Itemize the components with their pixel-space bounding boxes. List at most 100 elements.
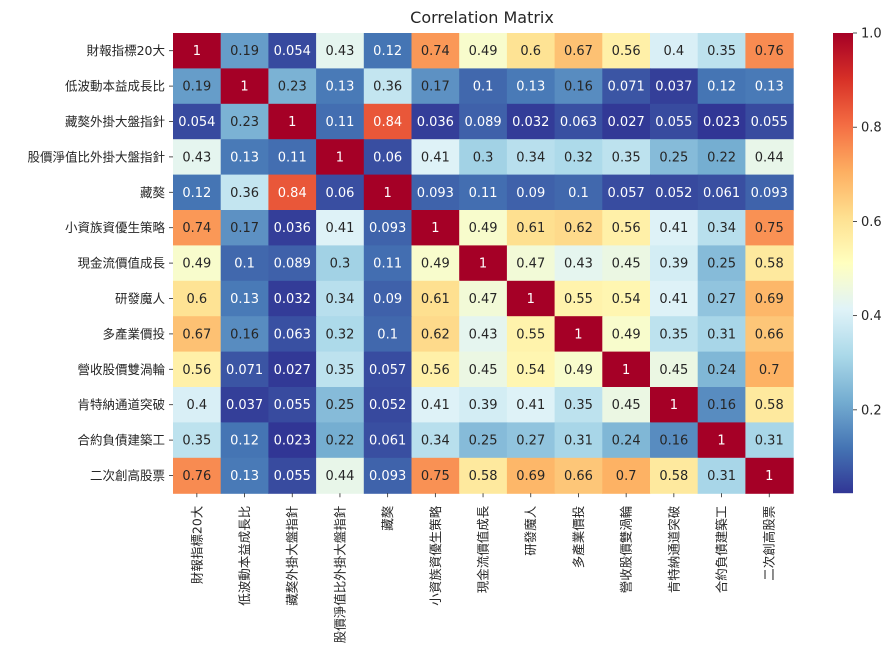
cell-value-label: 0.62: [421, 327, 450, 342]
cell-value-label: 0.34: [421, 434, 450, 449]
heatmap-cell: [316, 422, 365, 459]
row-tick-label: 營收股價雙渦輪: [77, 362, 165, 377]
cell-value-label: 0.41: [659, 292, 688, 307]
row-tick-label: 多產業價投: [102, 326, 165, 341]
cell-value-label: 0.45: [659, 363, 688, 378]
heatmap-cell: [745, 139, 794, 176]
cell-value-label: 0.44: [325, 469, 354, 484]
heatmap-cell: [506, 68, 556, 105]
cell-value-label: 0.7: [759, 363, 780, 378]
heatmap-cell: [173, 280, 222, 317]
heatmap-cell: [173, 103, 222, 140]
column-tick-label: 藏獒外掛大盤指針: [285, 505, 300, 606]
heatmap-cell: [220, 33, 269, 69]
cell-value-label: 0.16: [564, 80, 593, 95]
heatmap-cell: [697, 387, 746, 423]
cell-value-label: 0.13: [325, 80, 354, 95]
heatmap-cell: [745, 457, 794, 494]
heatmap-cell: [363, 422, 413, 459]
cell-value-label: 0.69: [755, 292, 784, 307]
cell-value-label: 0.45: [612, 257, 641, 272]
cell-value-label: 0.071: [226, 363, 263, 378]
cell-value-label: 0.43: [564, 257, 593, 272]
cell-value-label: 0.55: [564, 292, 593, 307]
cell-value-label: 0.36: [230, 186, 259, 201]
cell-value-label: 0.45: [612, 398, 641, 413]
heatmap-cell: [363, 210, 413, 246]
heatmap-cell: [506, 245, 556, 282]
heatmap-cell: [602, 68, 651, 105]
heatmap-cell: [697, 210, 746, 246]
heatmap-cell: [363, 387, 413, 423]
heatmap-cell: [650, 422, 699, 459]
heatmap-cell: [745, 422, 794, 459]
heatmap-cell: [459, 316, 508, 353]
cell-value-label: 0.057: [369, 363, 406, 378]
cell-value-label: 0.49: [469, 221, 498, 236]
cell-value-label: 0.43: [469, 327, 498, 342]
heatmap-cell: [745, 210, 794, 246]
heatmap-cell: [220, 457, 269, 494]
row-tick-label: 藏獒: [140, 185, 166, 200]
heatmap-cell: [173, 245, 222, 282]
cell-value-label: 1: [574, 327, 582, 342]
heatmap-cell: [745, 245, 794, 282]
heatmap-cell: [602, 280, 651, 317]
heatmap-cell: [506, 316, 556, 353]
cell-value-label: 0.027: [274, 363, 311, 378]
heatmap-cell: [411, 33, 460, 69]
heatmap-cell: [697, 457, 746, 494]
cell-value-label: 0.45: [469, 363, 498, 378]
cell-value-label: 0.43: [182, 150, 211, 165]
heatmap-cell: [554, 33, 603, 69]
heatmap-cell: [220, 351, 269, 388]
cell-value-label: 0.35: [182, 434, 211, 449]
heatmap-cell: [268, 457, 317, 494]
cell-value-label: 0.49: [564, 363, 593, 378]
cell-value-label: 0.31: [564, 434, 593, 449]
cell-value-label: 0.22: [707, 150, 736, 165]
column-tick-label: 肯特納通道突破: [666, 506, 681, 594]
heatmap-cell: [220, 210, 269, 246]
cell-value-label: 0.037: [226, 398, 263, 413]
cell-value-label: 0.23: [230, 115, 259, 130]
heatmap-cell: [268, 139, 317, 176]
cell-value-label: 0.62: [564, 221, 593, 236]
cell-value-label: 0.24: [707, 363, 736, 378]
cell-value-label: 0.11: [278, 150, 307, 165]
cell-value-label: 0.47: [516, 257, 545, 272]
heatmap-cell: [554, 280, 603, 317]
heatmap-cell: [363, 33, 413, 69]
heatmap-cell: [650, 457, 699, 494]
cell-value-label: 0.4: [187, 398, 208, 413]
heatmap-cell: [220, 422, 269, 459]
heatmap-cell: [554, 316, 603, 353]
cell-value-label: 0.13: [755, 80, 784, 95]
heatmap-cell: [554, 139, 603, 176]
heatmap-cell: [316, 68, 365, 105]
heatmap-cell: [602, 33, 651, 69]
cell-value-label: 0.25: [659, 150, 688, 165]
cell-value-label: 0.32: [325, 327, 354, 342]
heatmap-cell: [316, 280, 365, 317]
cell-value-label: 0.11: [469, 186, 498, 201]
cell-value-label: 0.12: [182, 186, 211, 201]
heatmap-cell: [411, 387, 460, 423]
heatmap-cell: [268, 280, 317, 317]
heatmap-cell: [411, 139, 460, 176]
heatmap-cell: [411, 210, 460, 246]
cell-value-label: 0.061: [369, 434, 406, 449]
heatmap-cell: [650, 210, 699, 246]
heatmap-cell: [745, 351, 794, 388]
heatmap-cell: [459, 68, 508, 105]
cell-value-label: 0.31: [755, 434, 784, 449]
column-tick-label: 現金流價值成長: [476, 505, 491, 593]
heatmap-cell: [268, 174, 317, 211]
heatmap-cell: [316, 457, 365, 494]
heatmap-cell: [506, 33, 556, 69]
heatmap-cell: [411, 351, 460, 388]
cell-value-label: 0.3: [473, 150, 494, 165]
heatmap-cell: [411, 422, 460, 459]
heatmap-cell: [220, 387, 269, 423]
cell-value-label: 0.43: [325, 44, 354, 59]
